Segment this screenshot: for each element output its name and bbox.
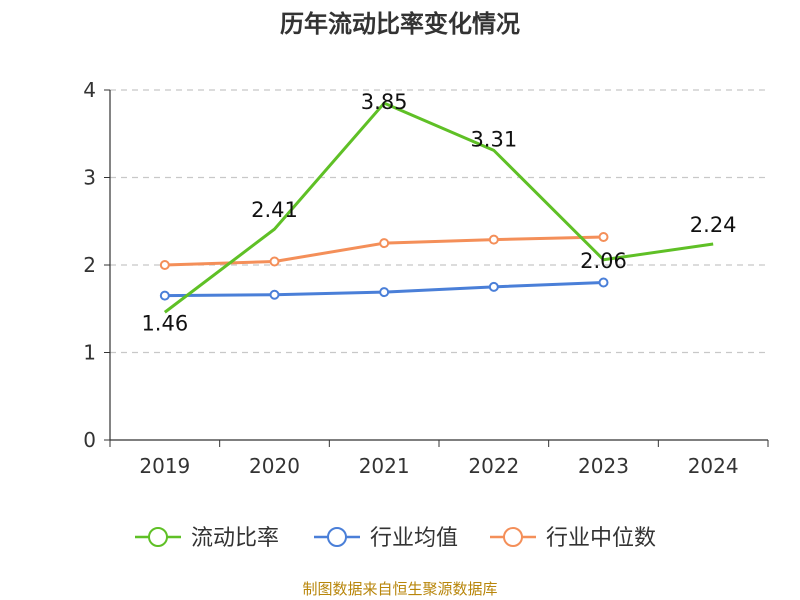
y-tick-label: 3 [83, 166, 96, 190]
data-point [159, 260, 170, 270]
data-point [159, 290, 170, 301]
y-tick-label: 1 [83, 341, 96, 365]
y-tick-label: 0 [83, 428, 96, 452]
data-point [379, 287, 390, 298]
data-label: 2.41 [251, 198, 298, 222]
data-point [269, 256, 280, 267]
x-tick-label: 2022 [468, 454, 519, 478]
y-tick-label: 4 [83, 78, 96, 102]
data-point [598, 277, 609, 288]
legend-entry: 流动比率 [191, 526, 279, 551]
legend-swatch-marker [503, 527, 523, 547]
y-tick-label: 2 [83, 253, 96, 277]
legend-entry: 行业均值 [370, 526, 458, 551]
data-point [488, 234, 499, 245]
data-point [379, 238, 390, 249]
data-label: 2.06 [580, 249, 627, 273]
x-tick-label: 2019 [139, 454, 190, 478]
data-point [488, 281, 499, 292]
data-label: 3.85 [361, 90, 408, 114]
legend-swatch-marker [148, 527, 168, 547]
legend-entry: 行业中位数 [546, 526, 656, 551]
x-tick-label: 2023 [578, 454, 629, 478]
x-tick-label: 2020 [249, 454, 300, 478]
series-line-0 [163, 101, 714, 314]
data-point [598, 232, 609, 242]
chart-title: 历年流动比率变化情况 [280, 10, 520, 38]
x-tick-label: 2024 [688, 454, 739, 478]
data-label: 2.24 [690, 213, 737, 237]
data-label: 1.46 [141, 311, 188, 335]
x-tick-label: 2021 [359, 454, 410, 478]
data-label: 3.31 [470, 127, 517, 151]
legend-swatch-marker [327, 527, 347, 547]
source-note: 制图数据来自恒生聚源数据库 [302, 580, 498, 598]
data-point [269, 289, 280, 300]
